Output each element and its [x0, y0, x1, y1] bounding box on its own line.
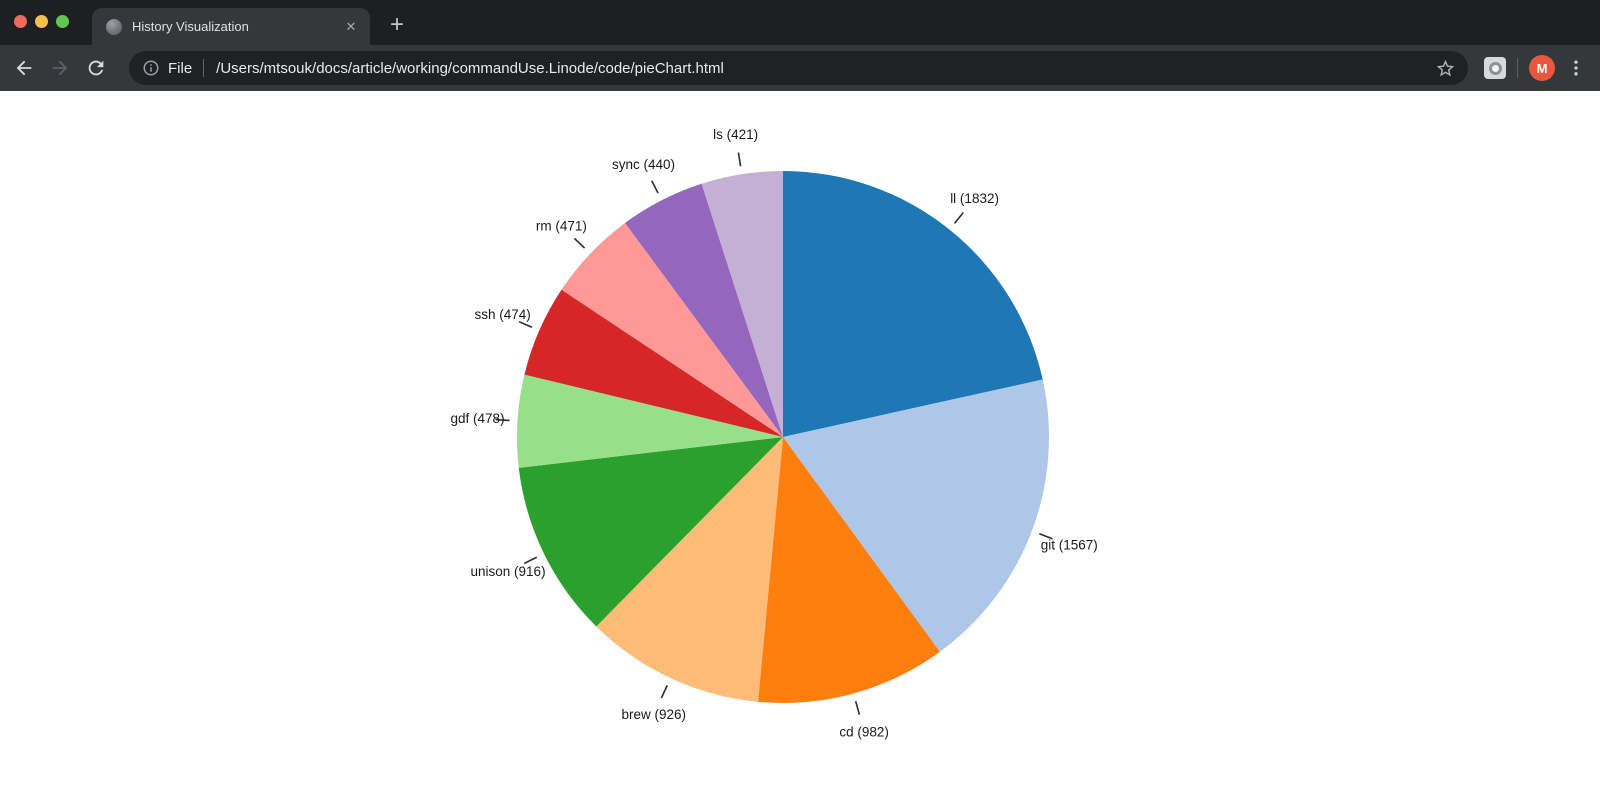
tab-strip: History Visualization ✕ +	[0, 0, 1600, 45]
pie-slice-git	[783, 379, 1049, 652]
pie-label-tick-gdf	[495, 418, 510, 422]
pie-label-unison: unison (916)	[471, 564, 546, 579]
pie-slice-ls	[701, 171, 783, 437]
tab-close-icon[interactable]: ✕	[345, 19, 357, 34]
omnibox-divider	[203, 59, 205, 77]
pie-label-tick-rm	[573, 237, 586, 249]
browser-tab[interactable]: History Visualization ✕	[92, 8, 370, 45]
window-controls	[14, 15, 69, 28]
new-tab-button[interactable]: +	[389, 11, 404, 38]
pie-label-rm: rm (471)	[536, 218, 587, 233]
tab-title: History Visualization	[132, 19, 249, 34]
pie-label-git: git (1567)	[1041, 538, 1098, 553]
pie-label-sync: sync (440)	[612, 157, 675, 172]
back-button[interactable]	[7, 51, 41, 85]
extension-logo-icon	[1488, 61, 1502, 75]
reload-button[interactable]	[79, 51, 113, 85]
pie-label-ssh: ssh (474)	[474, 307, 530, 322]
forward-button[interactable]	[43, 51, 77, 85]
pie-label-tick-git	[1039, 533, 1053, 540]
tab-favicon-icon	[106, 18, 122, 35]
forward-arrow-icon	[52, 60, 68, 76]
pie-slice-ll	[783, 171, 1043, 437]
pie-label-cd: cd (982)	[839, 725, 889, 740]
toolbar-separator	[1517, 58, 1518, 78]
bookmark-star-icon	[1436, 59, 1455, 76]
pie-slice-brew	[596, 437, 783, 702]
window-zoom-button[interactable]	[56, 15, 69, 28]
window-minimize-button[interactable]	[35, 15, 48, 28]
pie-label-tick-brew	[660, 685, 668, 699]
url-scheme-label: File	[168, 59, 193, 77]
page-content: ll (1832) git (1567) cd (982) brew (926) uni…	[0, 91, 1600, 793]
pie-label-tick-unison	[523, 556, 538, 565]
address-bar[interactable]: File /Users/mtsouk/docs/article/working/…	[129, 51, 1468, 85]
bookmark-button[interactable]	[1435, 58, 1456, 79]
pie-label-brew: brew (926)	[621, 707, 686, 722]
pie-chart: ll (1832) git (1567) cd (982) brew (926) uni…	[451, 127, 1098, 740]
pie-label-gdf: gdf (478)	[451, 411, 505, 426]
pie-slice-gdf	[516, 374, 783, 468]
pie-label-tick-ll	[953, 211, 964, 224]
browser-toolbar: File /Users/mtsouk/docs/article/working/…	[0, 45, 1600, 91]
pie-label-tick-sync	[650, 180, 659, 194]
pie-slice-unison	[518, 437, 783, 627]
window-close-button[interactable]	[14, 15, 27, 28]
extension-icon[interactable]	[1484, 57, 1506, 79]
pie-label-ls: ls (421)	[713, 127, 758, 142]
pie-label-tick-ls	[737, 152, 742, 167]
profile-avatar[interactable]: M	[1529, 55, 1555, 81]
pie-label-ll: ll (1832)	[950, 191, 999, 206]
browser-menu-button[interactable]	[1562, 54, 1590, 82]
pie-slice-cd	[757, 437, 940, 703]
reload-icon	[88, 60, 104, 76]
back-arrow-icon	[16, 60, 32, 76]
pie-slice-sync	[625, 183, 783, 437]
pie-label-tick-cd	[854, 700, 861, 715]
pie-slice-ssh	[524, 289, 783, 437]
pie-slice-rm	[561, 223, 783, 437]
pie-label-tick-ssh	[518, 320, 533, 329]
url-text: /Users/mtsouk/docs/article/working/comma…	[216, 59, 724, 77]
page-info-icon[interactable]	[142, 59, 160, 77]
three-dot-menu-icon	[1574, 60, 1578, 76]
